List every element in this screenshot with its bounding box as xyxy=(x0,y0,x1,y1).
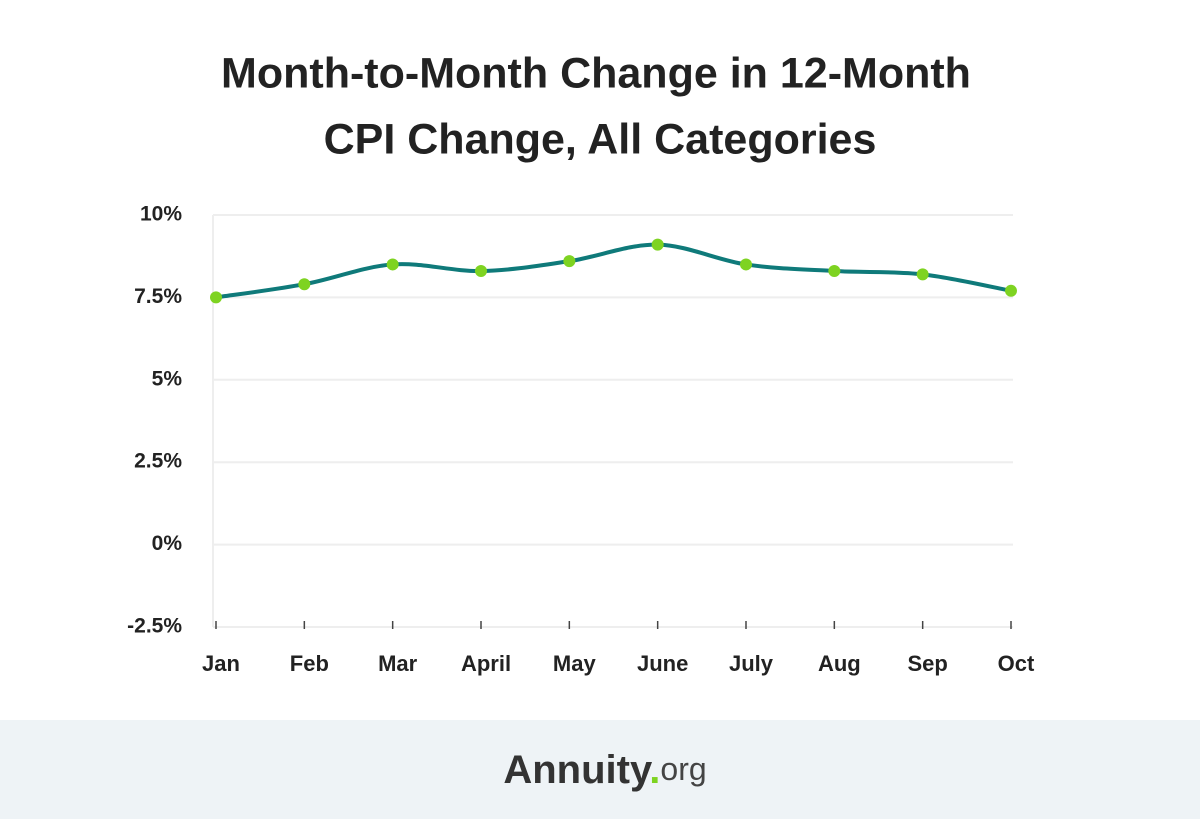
data-point xyxy=(475,265,487,278)
y-tick-label: 10% xyxy=(140,203,182,226)
x-tick-label: Aug xyxy=(818,651,861,676)
brand-suffix: org xyxy=(660,751,706,787)
y-tick-label: 0% xyxy=(152,532,183,555)
x-tick-label: Sep xyxy=(907,651,947,676)
data-point xyxy=(386,258,399,271)
footer-band xyxy=(0,720,1200,819)
y-tick-label: 7.5% xyxy=(134,285,182,308)
data-point xyxy=(298,278,311,291)
x-tick-label: June xyxy=(637,651,688,676)
x-tick-label: Jan xyxy=(202,651,240,676)
brand-dot: . xyxy=(649,748,660,792)
data-point xyxy=(828,265,841,278)
x-tick-label: Oct xyxy=(998,651,1035,676)
data-point xyxy=(651,238,664,251)
data-point xyxy=(740,258,752,271)
x-tick-label: Mar xyxy=(378,651,418,676)
y-tick-label: -2.5% xyxy=(127,615,182,638)
x-tick-label: May xyxy=(553,651,597,676)
data-point xyxy=(916,268,929,281)
chart-title: CPI Change, All Categories xyxy=(324,115,877,163)
brand-name: Annuity xyxy=(503,748,653,792)
brand-logo: Annuity.org xyxy=(503,748,706,792)
x-tick-label: July xyxy=(729,651,774,676)
x-tick-label: April xyxy=(461,651,511,676)
y-tick-label: 5% xyxy=(152,367,183,390)
line-series xyxy=(215,242,1012,300)
chart-title: Month-to-Month Change in 12-Month xyxy=(221,49,971,97)
data-point xyxy=(563,255,576,268)
y-tick-label: 2.5% xyxy=(134,450,182,473)
data-point xyxy=(1005,284,1017,297)
x-tick-label: Feb xyxy=(290,651,329,676)
data-point xyxy=(210,291,222,304)
